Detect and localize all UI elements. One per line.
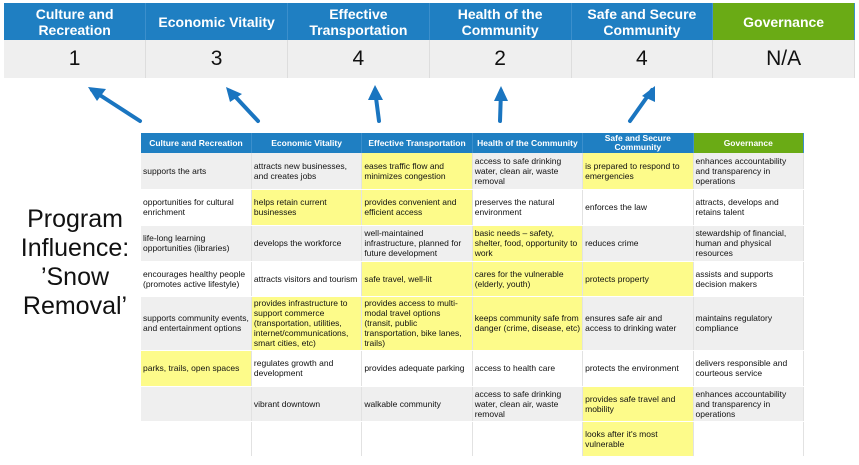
table-cell: delivers responsible and courteous servi… — [693, 350, 805, 387]
table-row: opportunities for cultural enrichment hel… — [141, 189, 805, 226]
summary-header-culture: Culture and Recreation — [4, 3, 147, 40]
table-cell — [141, 386, 252, 422]
arrowhead-icon — [226, 87, 242, 102]
influence-header-row: Culture and Recreation Economic Vitality… — [141, 133, 805, 153]
score-health: 2 — [429, 40, 572, 78]
table-cell: eases traffic flow and minimizes congest… — [361, 153, 473, 190]
table-cell: provides adequate parking — [361, 350, 473, 387]
arrows — [88, 85, 655, 123]
table-cell: attracts visitors and tourism — [251, 261, 363, 297]
summary-header-transportation: Effective Transportation — [287, 3, 430, 40]
score-transportation: 4 — [287, 40, 430, 78]
table-cell: cares for the vulnerable (elderly, youth… — [472, 261, 584, 297]
table-cell: provides infrastructure to support comme… — [251, 296, 363, 351]
table-cell: life-long learning opportunities (librar… — [141, 225, 252, 262]
score-safety: 4 — [571, 40, 714, 78]
score-governance: N/A — [712, 40, 855, 78]
table-cell: attracts new businesses, and creates job… — [251, 153, 363, 190]
col-header-safety: Safe and Secure Community — [582, 133, 694, 153]
table-cell: supports community events, and entertain… — [141, 296, 252, 351]
arrowhead-icon — [368, 85, 383, 100]
table-cell — [693, 421, 805, 457]
table-cell: vibrant downtown — [251, 386, 363, 422]
table-cell: access to safe drinking water, clean air… — [472, 153, 584, 190]
table-cell: maintains regulatory compliance — [693, 296, 805, 351]
summary-header-economic: Economic Vitality — [145, 3, 288, 40]
table-cell: basic needs – safety, shelter, food, opp… — [472, 225, 584, 262]
score-economic: 3 — [145, 40, 288, 78]
arrowhead-icon — [494, 86, 508, 101]
table-cell: provides convenient and efficient access — [361, 189, 473, 226]
table-cell: looks after it's most vulnerable — [582, 421, 694, 457]
summary-score-row: 1 3 4 2 4 N/A — [4, 40, 855, 78]
score-culture: 1 — [4, 40, 147, 78]
table-cell: walkable community — [361, 386, 473, 422]
summary-header-safety: Safe and Secure Community — [571, 3, 714, 40]
table-row: vibrant downtown walkable community access… — [141, 386, 805, 422]
arrowhead-icon — [88, 87, 106, 101]
table-cell: enforces the law — [582, 189, 694, 226]
label-line: ’Snow — [40, 263, 110, 291]
table-row: encourages healthy people (promotes acti… — [141, 261, 805, 297]
table-cell: protects property — [582, 261, 694, 297]
table-cell: attracts, develops and retains talent — [693, 189, 805, 226]
table-cell: parks, trails, open spaces — [141, 350, 252, 387]
table-cell: regulates growth and development — [251, 350, 363, 387]
table-cell: provides safe travel and mobility — [582, 386, 694, 422]
summary-header-health: Health of the Community — [429, 3, 572, 40]
table-cell: enhances accountability and transparency… — [693, 386, 805, 422]
table-cell: keeps community safe from danger (crime,… — [472, 296, 584, 351]
table-cell — [361, 421, 473, 457]
table-cell: helps retain current businesses — [251, 189, 363, 226]
table-row: parks, trails, open spaces regulates grow… — [141, 350, 805, 387]
table-cell: access to safe drinking water, clean air… — [472, 386, 584, 422]
table-cell: provides access to multi-modal travel op… — [361, 296, 473, 351]
table-cell: enhances accountability and transparency… — [693, 153, 805, 190]
table-row: supports community events, and entertain… — [141, 296, 805, 351]
col-header-governance: Governance — [693, 133, 805, 153]
table-cell: opportunities for cultural enrichment — [141, 189, 252, 226]
table-cell: protects the environment — [582, 350, 694, 387]
table-cell: reduces crime — [582, 225, 694, 262]
table-cell: ensures safe air and access to drinking … — [582, 296, 694, 351]
table-cell: preserves the natural environment — [472, 189, 584, 226]
table-row: life-long learning opportunities (librar… — [141, 225, 805, 262]
table-cell: safe travel, well-lit — [361, 261, 473, 297]
program-influence-label: Program Influence: ’Snow Removal’ — [0, 205, 150, 321]
influence-table: Culture and Recreation Economic Vitality… — [141, 133, 805, 457]
table-cell: assists and supports decision makers — [693, 261, 805, 297]
table-cell: stewardship of financial, human and phys… — [693, 225, 805, 262]
table-cell: supports the arts — [141, 153, 252, 190]
table-cell: access to health care — [472, 350, 584, 387]
table-row: looks after it's most vulnerable — [141, 421, 805, 457]
summary-header-row: Culture and Recreation Economic Vitality… — [4, 3, 855, 40]
summary-header-governance: Governance — [712, 3, 855, 40]
col-header-culture: Culture and Recreation — [141, 133, 252, 153]
arrowhead-icon — [642, 86, 655, 102]
table-cell: well-maintained infrastructure, planned … — [361, 225, 473, 262]
table-row: supports the arts attracts new businesses… — [141, 153, 805, 190]
col-header-transportation: Effective Transportation — [361, 133, 473, 153]
col-header-economic: Economic Vitality — [251, 133, 363, 153]
table-cell: encourages healthy people (promotes acti… — [141, 261, 252, 297]
label-line: Influence: — [20, 234, 130, 262]
table-cell: develops the workforce — [251, 225, 363, 262]
table-cell: is prepared to respond to emergencies — [582, 153, 694, 190]
label-line: Program — [27, 205, 123, 233]
table-cell — [472, 421, 584, 457]
col-header-health: Health of the Community — [472, 133, 584, 153]
table-cell — [251, 421, 363, 457]
table-cell — [141, 421, 252, 457]
label-line: Removal’ — [22, 292, 128, 320]
summary-score-table: Culture and Recreation Economic Vitality… — [4, 3, 855, 78]
